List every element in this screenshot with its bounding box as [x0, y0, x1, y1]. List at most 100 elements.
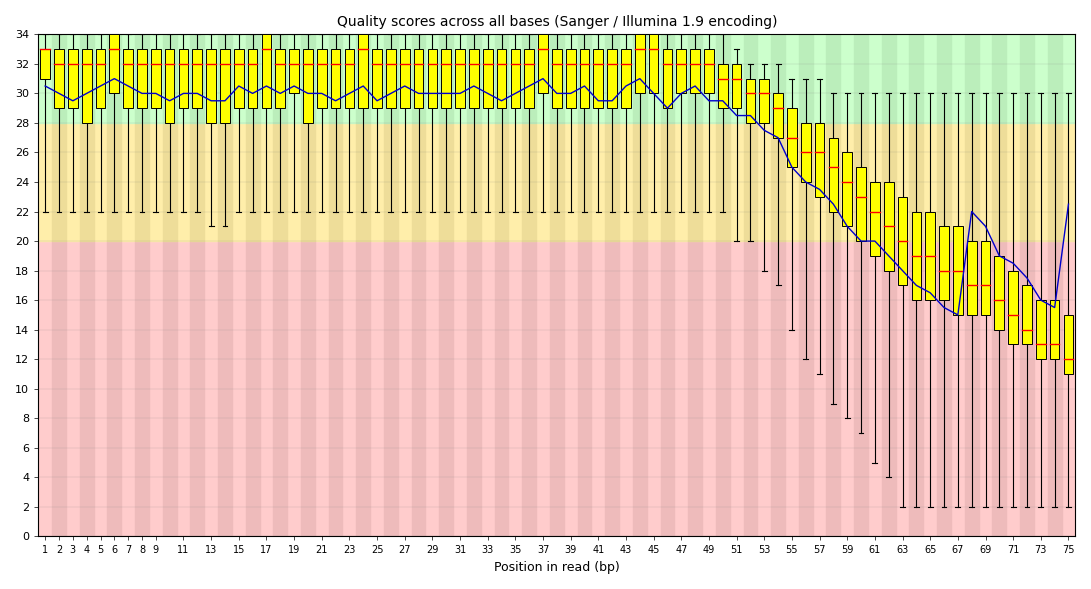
Bar [316, 49, 326, 108]
Bar [716, 34, 730, 123]
Bar [882, 123, 896, 241]
Bar [827, 34, 840, 123]
Bar [606, 241, 619, 537]
Bar [109, 34, 119, 94]
Bar [608, 49, 618, 108]
Bar [635, 34, 645, 94]
Bar [1047, 34, 1062, 123]
Bar [660, 34, 674, 123]
Bar [191, 123, 204, 241]
Bar [400, 49, 409, 108]
Bar [937, 123, 951, 241]
Bar [854, 241, 868, 537]
Bar [301, 241, 315, 537]
Bar [550, 34, 564, 123]
Bar [275, 49, 285, 108]
Bar [245, 123, 260, 241]
Bar [1047, 123, 1062, 241]
Bar [274, 34, 287, 123]
Bar [801, 123, 811, 182]
Bar [80, 123, 94, 241]
Bar [566, 49, 575, 108]
Bar [135, 241, 148, 537]
Bar [577, 123, 591, 241]
Bar [870, 182, 879, 256]
Bar [165, 49, 175, 123]
Bar [384, 34, 398, 123]
Bar [467, 123, 481, 241]
Bar [248, 49, 257, 108]
Bar [372, 49, 382, 108]
Bar [688, 34, 702, 123]
Bar [357, 123, 370, 241]
X-axis label: Position in read (bp): Position in read (bp) [494, 561, 620, 574]
Bar [359, 34, 368, 108]
Bar [135, 34, 148, 123]
Bar [413, 49, 423, 108]
Bar [964, 241, 979, 537]
Bar [995, 256, 1004, 330]
Bar [289, 49, 299, 94]
Bar [993, 34, 1006, 123]
Bar [828, 138, 838, 211]
Bar [469, 49, 479, 108]
Bar [1020, 241, 1034, 537]
Bar [910, 241, 923, 537]
Bar [815, 123, 825, 197]
Bar [910, 34, 923, 123]
Bar [579, 49, 589, 108]
Bar [328, 34, 343, 123]
Bar [1020, 34, 1034, 123]
Bar [854, 123, 868, 241]
Bar [523, 34, 536, 123]
Bar [218, 123, 232, 241]
Bar [799, 34, 813, 123]
Bar [455, 49, 465, 108]
Bar [954, 226, 962, 315]
Bar [357, 241, 370, 537]
Bar [328, 241, 343, 537]
Bar [384, 123, 398, 241]
Bar [245, 34, 260, 123]
Bar [633, 241, 647, 537]
Bar [910, 123, 923, 241]
Bar [163, 34, 177, 123]
Bar [937, 241, 951, 537]
Bar [799, 123, 813, 241]
Bar [552, 49, 562, 108]
Bar [550, 123, 564, 241]
Bar [107, 34, 121, 123]
Bar [496, 49, 506, 108]
Title: Quality scores across all bases (Sanger / Illumina 1.9 encoding): Quality scores across all bases (Sanger … [337, 15, 777, 29]
Bar [442, 49, 451, 108]
Bar [743, 241, 757, 537]
Bar [38, 241, 1076, 537]
Bar [577, 34, 591, 123]
Bar [745, 79, 755, 123]
Bar [1022, 286, 1032, 345]
Bar [386, 49, 396, 108]
Bar [411, 241, 425, 537]
Bar [262, 34, 272, 108]
Bar [649, 34, 659, 94]
Bar [467, 34, 481, 123]
Bar [82, 49, 92, 123]
Bar [274, 241, 287, 537]
Bar [937, 34, 951, 123]
Bar [96, 49, 106, 108]
Bar [688, 123, 702, 241]
Bar [967, 241, 976, 315]
Bar [301, 123, 315, 241]
Bar [774, 94, 783, 138]
Bar [357, 34, 370, 123]
Bar [494, 123, 508, 241]
Bar [787, 108, 796, 167]
Bar [163, 241, 177, 537]
Bar [964, 123, 979, 241]
Bar [1064, 315, 1074, 374]
Bar [594, 49, 603, 108]
Bar [1008, 270, 1018, 345]
Bar [55, 49, 64, 108]
Bar [716, 123, 730, 241]
Bar [633, 123, 647, 241]
